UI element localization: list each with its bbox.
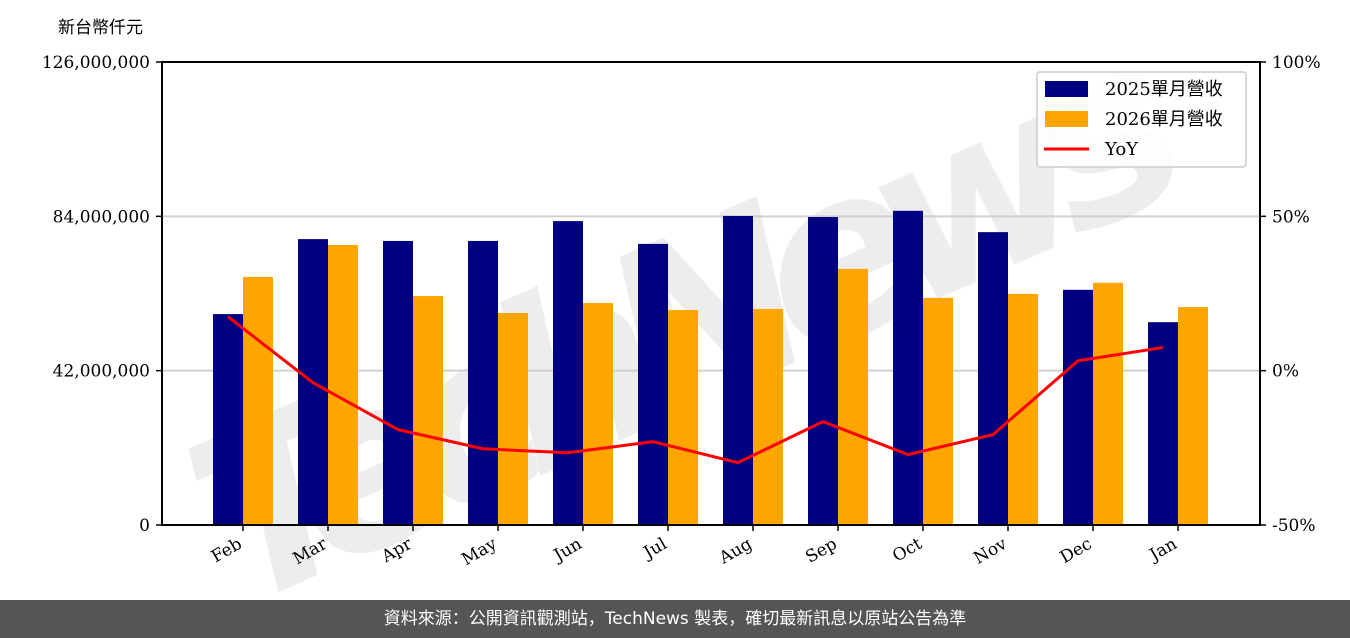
bar-2026 <box>753 308 783 525</box>
y-tick-label-right: 0% <box>1272 362 1299 382</box>
x-tick-label: Oct <box>889 534 925 567</box>
x-tick-label: Jul <box>639 534 671 564</box>
x-tick-label: Jun <box>549 534 586 567</box>
bar-2026 <box>1093 282 1123 525</box>
bar-2025 <box>468 240 498 525</box>
y-axis-unit-label: 新台幣仟元 <box>58 18 143 38</box>
bar-2025 <box>893 210 923 526</box>
bar-2025 <box>553 221 583 525</box>
bar-2026 <box>583 303 613 525</box>
legend-label: 2026單月營收 <box>1105 109 1223 130</box>
legend-swatch <box>1045 81 1088 97</box>
bar-2025 <box>808 217 838 526</box>
bar-2026 <box>328 244 358 525</box>
x-tick-label: Jan <box>1145 534 1181 566</box>
bar-2025 <box>1148 322 1178 525</box>
bar-2026 <box>1178 307 1208 525</box>
y-tick-label-left: 0 <box>139 516 150 536</box>
y-tick-label-left: 126,000,000 <box>42 53 150 73</box>
legend-label: YoY <box>1104 139 1139 160</box>
plot-frame <box>161 61 1261 526</box>
x-tick-label: Aug <box>715 534 756 569</box>
yoy-line <box>227 315 1164 465</box>
legend-box <box>1036 71 1247 168</box>
bar-2025 <box>383 240 413 525</box>
bar-2025 <box>1063 289 1093 525</box>
bar-2026 <box>243 276 273 525</box>
legend-label: 2025單月營收 <box>1105 79 1223 100</box>
yoy-polyline <box>227 315 1164 465</box>
bar-2026 <box>413 296 443 525</box>
bar-2026 <box>838 268 868 525</box>
bar-2026 <box>923 297 953 525</box>
bar-2025 <box>213 314 243 525</box>
x-tick-label: Dec <box>1057 534 1096 568</box>
y-tick-label-right: 100% <box>1272 53 1321 73</box>
bar-2025 <box>638 243 668 525</box>
bar-2026 <box>498 312 528 525</box>
legend-swatch <box>1045 111 1088 127</box>
legend: 2025單月營收 2026單月營收 YoY <box>1036 71 1247 168</box>
y-tick-label-right: -50% <box>1272 516 1316 536</box>
y-tick-label-left: 42,000,000 <box>53 362 150 382</box>
y-tick-label-right: 50% <box>1272 207 1310 227</box>
bar-2026 <box>668 310 698 525</box>
source-footer: 資料來源：公開資訊觀測站，TechNews 製表，確切最新訊息以原站公告為準 <box>0 600 1350 638</box>
bar-2025 <box>978 232 1008 525</box>
revenue-chart: TechNews 042,000,00084,000,000126,000,00… <box>42 0 1321 600</box>
x-tick-label: Nov <box>970 534 1010 569</box>
bar-2025 <box>723 215 753 525</box>
y-tick-label-left: 84,000,000 <box>53 207 150 227</box>
x-tick-label: Sep <box>802 534 840 568</box>
